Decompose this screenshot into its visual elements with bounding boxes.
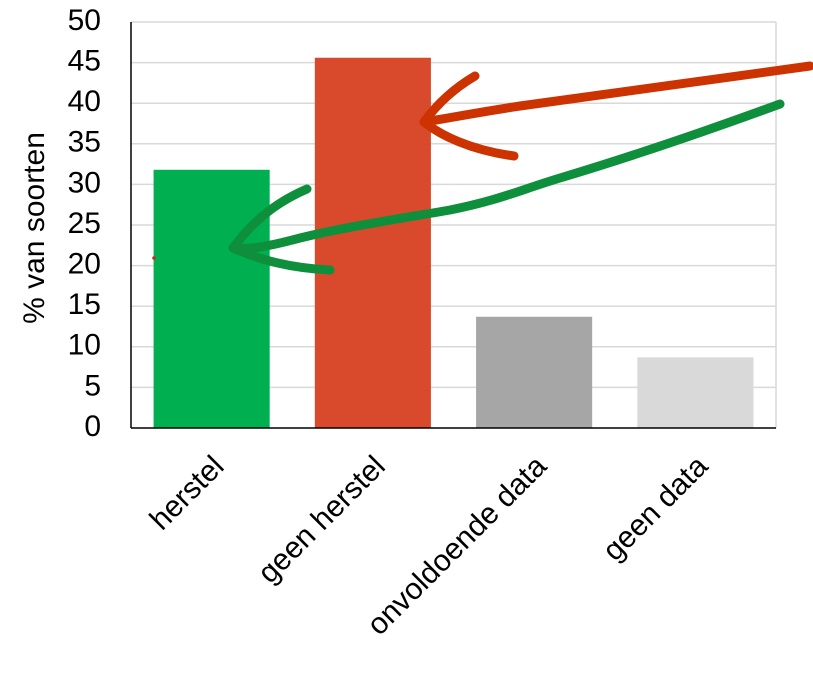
y-tick-label: 50	[68, 4, 101, 37]
bar-herstel	[153, 169, 270, 428]
x-category-label: geen herstel	[252, 450, 392, 590]
y-tick-label: 10	[68, 329, 101, 362]
axes	[130, 22, 776, 429]
y-tick-label: 40	[68, 85, 101, 118]
y-tick-label: 0	[84, 410, 101, 443]
y-tick-label: 15	[68, 288, 101, 321]
y-tick-labels: 0 5 10 15 20 25 30 35 40 45 50	[68, 4, 101, 443]
bar-geen-herstel	[314, 57, 431, 429]
y-tick-label: 35	[68, 126, 101, 159]
red-arrow-annotation	[419, 61, 813, 161]
bars	[153, 57, 754, 429]
y-tick-label: 20	[68, 248, 101, 281]
y-axis-title: % van soorten	[18, 132, 51, 324]
y-tick-label: 45	[68, 45, 101, 78]
x-category-label: geen data	[597, 449, 715, 567]
annotations	[228, 61, 813, 275]
bar-onvoldoende-data	[476, 316, 593, 428]
y-tick-label: 30	[68, 166, 101, 199]
green-arrow-annotation	[228, 99, 785, 275]
y-tick-label: 25	[68, 207, 101, 240]
x-category-label: onvoldoende data	[361, 449, 553, 641]
stray-mark	[152, 256, 156, 260]
bar-geen-data	[637, 357, 754, 428]
y-tick-label: 5	[84, 369, 101, 402]
x-category-label: herstel	[144, 450, 231, 537]
